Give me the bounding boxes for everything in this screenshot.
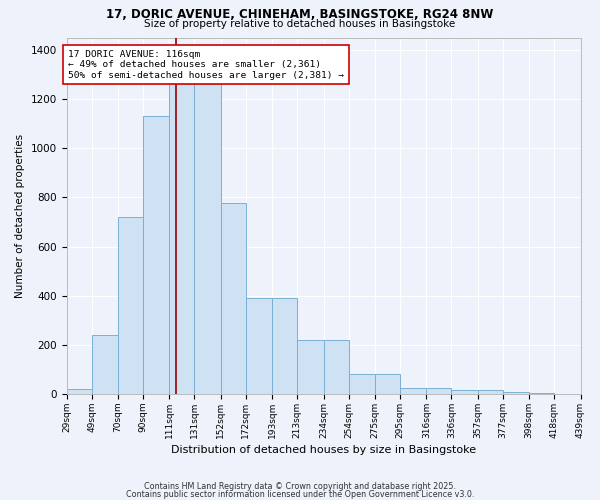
Bar xyxy=(297,340,323,394)
Bar xyxy=(427,388,451,394)
Bar xyxy=(478,390,503,394)
X-axis label: Distribution of detached houses by size in Basingstoke: Distribution of detached houses by size … xyxy=(171,445,476,455)
Bar xyxy=(451,390,478,394)
Bar xyxy=(92,335,118,394)
Text: Contains HM Land Registry data © Crown copyright and database right 2025.: Contains HM Land Registry data © Crown c… xyxy=(144,482,456,491)
Bar xyxy=(529,393,554,394)
Bar xyxy=(400,388,427,394)
Bar xyxy=(169,67,194,394)
Bar xyxy=(246,298,272,394)
Text: Contains public sector information licensed under the Open Government Licence v3: Contains public sector information licen… xyxy=(126,490,474,499)
Bar xyxy=(118,217,143,394)
Bar xyxy=(323,340,349,394)
Bar xyxy=(503,392,529,394)
Text: Size of property relative to detached houses in Basingstoke: Size of property relative to detached ho… xyxy=(145,19,455,29)
Text: 17, DORIC AVENUE, CHINEHAM, BASINGSTOKE, RG24 8NW: 17, DORIC AVENUE, CHINEHAM, BASINGSTOKE,… xyxy=(106,8,494,20)
Bar xyxy=(349,374,375,394)
Bar xyxy=(143,116,169,394)
Text: 17 DORIC AVENUE: 116sqm
← 49% of detached houses are smaller (2,361)
50% of semi: 17 DORIC AVENUE: 116sqm ← 49% of detache… xyxy=(68,50,344,80)
Bar xyxy=(67,389,92,394)
Bar xyxy=(272,298,297,394)
Bar xyxy=(221,204,246,394)
Y-axis label: Number of detached properties: Number of detached properties xyxy=(15,134,25,298)
Bar xyxy=(194,64,221,394)
Bar xyxy=(375,374,400,394)
